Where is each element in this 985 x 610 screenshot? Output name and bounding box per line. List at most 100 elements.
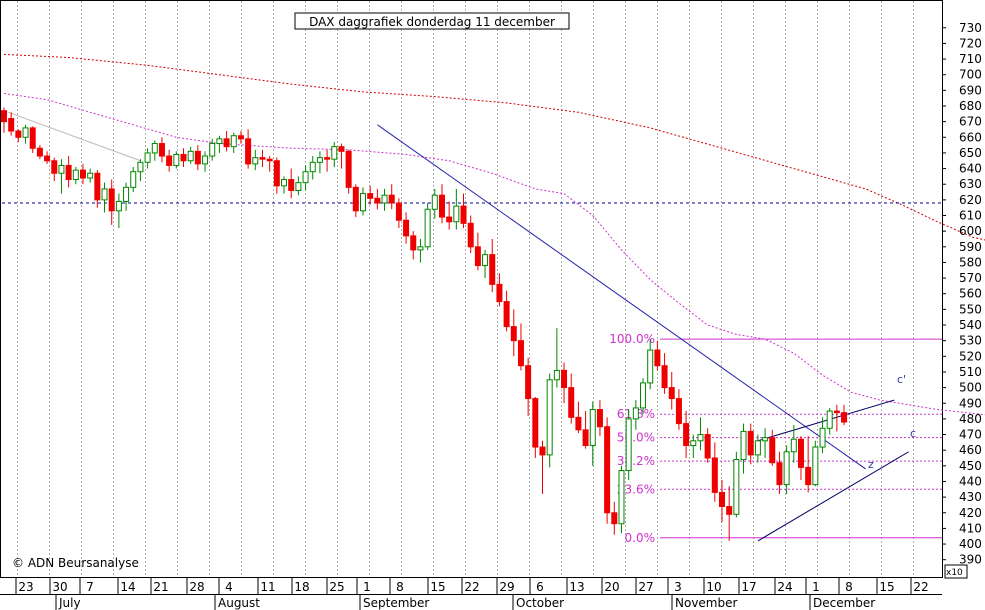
candle-body [453,205,460,223]
x-day-label: 27 [638,580,653,594]
x-axis: 23 30 7 14 21 28 4 11 18 25 1 8 15 22 29 6 13 20 27 3 10 17 24… [0,578,942,610]
x-day-label: 13 [569,580,584,594]
candle-body [589,409,596,446]
candle-body [72,169,79,181]
candlesticks [1,107,848,541]
candle-body [640,382,647,409]
x-day-label: 11 [260,580,275,594]
candle-body [611,512,618,525]
y-tick-label: 720 [959,36,982,50]
x-month-label: December [813,596,875,610]
x-month-label: July [58,596,81,610]
candle-body [209,143,216,157]
y-tick-label: 480 [959,412,982,426]
candle-body [668,387,675,400]
y-tick-label: 530 [959,334,982,348]
candle-body [360,193,366,212]
y-tick-label: 400 [959,537,982,551]
y-tick-label: 470 [959,428,982,442]
y-tick-label: 660 [959,130,982,144]
candle-body [194,150,201,165]
candle-body [546,379,553,456]
candle-body [690,440,697,446]
y-tick-label: 580 [959,255,982,269]
candle-body [338,146,345,152]
x-month-label: October [516,596,564,610]
candle-body [388,194,395,204]
candle-body [36,147,43,157]
candle-body [661,365,668,389]
candle-body [625,418,632,472]
candle-body [747,430,754,456]
candle-body [381,194,388,204]
candle-body [647,349,654,384]
candle-body [762,437,769,442]
candle-body [654,349,661,367]
candle-body [223,138,230,148]
candle-body [826,410,833,429]
ma-long-line [3,53,985,241]
channel-lower [757,451,909,542]
candle-body [58,164,65,174]
candle-body [216,138,223,145]
x-day-label: 23 [18,580,33,594]
y-tick-label: 550 [959,302,982,316]
x-day-label: 15 [430,580,445,594]
y-tick-label: 520 [959,349,982,363]
candle-body [137,161,144,173]
candle-body [51,160,58,174]
y-tick-label: 560 [959,287,982,301]
y-tick-label: 510 [959,365,982,379]
candle-body [575,416,582,431]
candle-body [316,157,323,163]
candle-body [202,155,209,165]
candle-body [496,283,503,303]
x-day-label: 29 [499,580,514,594]
candle-body [395,202,402,221]
x-month-label: September [363,596,429,610]
candle-body [123,186,130,202]
candle-body [288,179,295,191]
candle-body [302,171,309,184]
x-day-label: 4 [225,580,233,594]
y-tick-label: 430 [959,490,982,504]
x-day-label: 10 [706,580,721,594]
watermark-text: © ADN Beursanalyse [12,556,139,570]
candle-body [180,153,187,162]
candle-body [1,110,7,123]
candle-body [790,438,797,453]
candle-body [22,127,29,138]
y-tick-label: 450 [959,459,982,473]
x-day-label: 7 [86,580,94,594]
candle-body [704,434,711,459]
x-day-label: 3 [674,580,682,594]
chart-title: DAX daggrafiek donderdag 11 december [309,15,555,29]
fib-label: 23.6% [617,482,655,496]
candle-body [517,340,524,367]
candle-body [374,197,381,204]
candle-body [841,412,848,423]
moving-averages [2,53,985,416]
trend-line-main [377,124,866,470]
candle-body [568,387,575,418]
y-tick-label: 710 [959,52,982,66]
x-day-label: 1 [363,580,371,594]
candle-body [776,462,783,486]
y-tick-label: 460 [959,443,982,457]
y-tick-label: 650 [959,146,982,160]
candle-body [805,466,812,486]
candle-body [582,429,589,446]
candle-body [754,440,761,456]
x-day-label: 22 [464,580,479,594]
y-tick-label: 690 [959,83,982,97]
y-tick-label: 700 [959,68,982,82]
candle-body [424,208,431,248]
candle-body [596,409,603,428]
y-tick-label: 490 [959,396,982,410]
candle-body [115,200,122,212]
candle-body [417,246,424,251]
y-tick-label: 600 [959,224,982,238]
channel-upper [757,399,895,442]
